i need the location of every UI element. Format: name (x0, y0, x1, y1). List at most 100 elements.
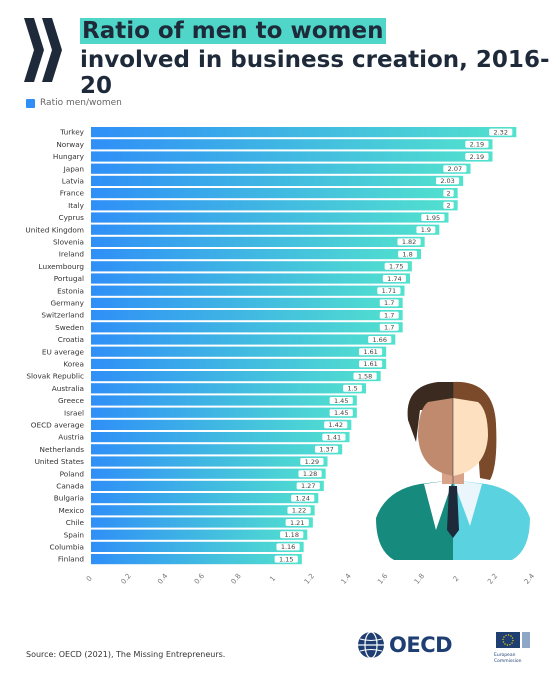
value-label-bg (287, 506, 311, 514)
category-label: France (60, 189, 85, 198)
category-label: Turkey (59, 128, 84, 137)
value-label-bg (324, 421, 348, 429)
value-label: 1.61 (363, 348, 377, 356)
category-label: Spain (64, 530, 84, 539)
category-label: Germany (50, 299, 84, 308)
bar (91, 261, 412, 272)
category-label: Luxembourg (39, 262, 84, 271)
value-label: 1.42 (328, 421, 342, 429)
bar (91, 163, 471, 174)
bar (91, 188, 458, 199)
category-label: Italy (68, 201, 85, 210)
value-label: 2.03 (440, 177, 454, 185)
bar (91, 175, 464, 186)
value-label-bg (358, 348, 383, 356)
category-label: Netherlands (40, 445, 85, 454)
value-label: 1.5 (347, 385, 357, 393)
ec-logo-line-1: European (494, 652, 516, 658)
x-tick-label: 1 (268, 575, 277, 584)
x-tick-label: 0.2 (119, 572, 132, 586)
value-label-bg (443, 201, 454, 209)
x-tick-label: 2 (452, 575, 461, 584)
value-label: 1.37 (319, 446, 333, 454)
category-label: Greece (58, 396, 84, 405)
value-label: 1.22 (292, 507, 306, 515)
ec-logo-line-2: Commission (494, 658, 522, 664)
value-label: 1.29 (305, 458, 319, 466)
category-label: United States (35, 457, 85, 466)
bar (91, 505, 315, 516)
bar (91, 285, 405, 296)
legend: Ratio men/women (26, 98, 122, 108)
category-label: OECD average (31, 421, 85, 430)
category-label: Portugal (54, 274, 84, 283)
bar (91, 517, 313, 528)
bar (91, 212, 449, 223)
value-label-bg (358, 360, 383, 368)
value-label-bg (353, 372, 377, 380)
value-label: 1.16 (281, 543, 295, 551)
value-label: 1.71 (382, 287, 396, 295)
category-label: Australia (52, 384, 84, 393)
value-label: 1.8 (402, 250, 412, 258)
bar (91, 224, 440, 235)
value-label: 2 (446, 189, 450, 197)
category-label: Bulgaria (54, 494, 84, 503)
category-label: Austria (58, 433, 84, 442)
value-label: 1.66 (372, 336, 386, 344)
value-label: 1.18 (284, 531, 298, 539)
value-label-bg (314, 445, 339, 453)
bar (91, 297, 403, 308)
value-label: 1.61 (363, 360, 377, 368)
title-line-2: involved in business creation, 2016-20 (80, 47, 550, 99)
bar (91, 444, 343, 455)
value-label: 2.19 (470, 141, 484, 149)
oecd-chevrons-logo (24, 18, 62, 82)
bar (91, 346, 387, 357)
bar (91, 127, 517, 138)
x-tick-label: 1.8 (413, 572, 426, 586)
bar (91, 468, 326, 479)
x-tick-label: 2.4 (523, 572, 537, 586)
value-label: 2.07 (448, 165, 462, 173)
value-label-bg (300, 458, 324, 465)
value-label-bg (280, 531, 304, 539)
value-label-bg (285, 519, 309, 526)
bar (91, 541, 304, 552)
x-tick-label: 0 (85, 575, 94, 584)
source-note: Source: OECD (2021), The Missing Entrepr… (26, 650, 226, 659)
value-label: 1.24 (295, 494, 309, 502)
value-label-bg (276, 543, 300, 551)
category-label: Slovak Republic (26, 372, 84, 381)
value-label-bg (368, 336, 392, 343)
bar (91, 419, 352, 430)
value-label: 1.7 (384, 324, 394, 332)
bar (91, 554, 302, 565)
value-label: 1.41 (327, 433, 341, 441)
category-label: Estonia (57, 286, 84, 295)
value-label: 2.32 (493, 128, 507, 136)
value-label-bg (398, 250, 417, 258)
bar (91, 151, 493, 162)
value-label: 1.21 (290, 519, 304, 527)
category-label: Croatia (58, 335, 84, 344)
category-label: Slovenia (53, 238, 84, 247)
value-label-bg (298, 470, 322, 478)
x-tick-label: 0.6 (193, 572, 207, 586)
category-label: Latvia (62, 177, 84, 186)
x-tick-label: 1.6 (376, 572, 390, 586)
bar (91, 322, 403, 333)
bar (91, 456, 328, 467)
value-label-bg (322, 433, 346, 441)
bar (91, 480, 324, 491)
value-label-bg (274, 555, 298, 563)
category-label: Hungary (53, 152, 85, 161)
value-label: 1.27 (301, 482, 315, 490)
value-label: 1.45 (334, 409, 348, 417)
title-line-1: Ratio of men to women (80, 18, 387, 44)
bar (91, 310, 403, 321)
bar (91, 358, 387, 369)
value-label-bg (443, 165, 467, 173)
category-label: Israel (64, 408, 84, 417)
bar (91, 273, 410, 284)
